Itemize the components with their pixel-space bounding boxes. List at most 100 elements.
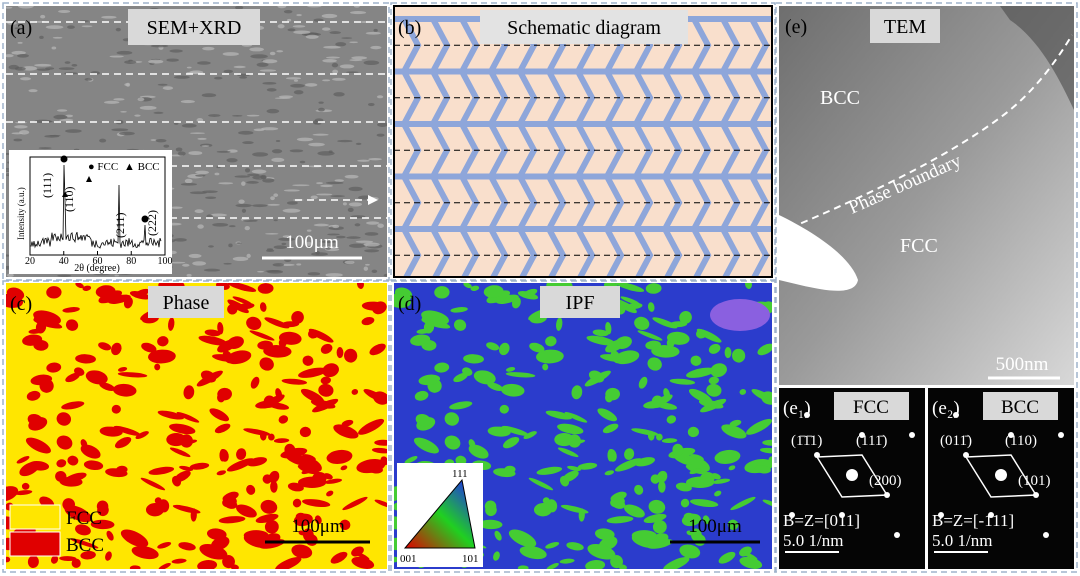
- texture: [322, 79, 331, 82]
- grain: [264, 520, 279, 534]
- texture: [246, 181, 259, 184]
- texture: [34, 63, 52, 67]
- texture: [202, 190, 218, 193]
- texture: [59, 118, 74, 122]
- chevron: [604, 70, 625, 126]
- texture: [120, 110, 127, 113]
- grain: [710, 299, 770, 331]
- grain: [369, 343, 386, 356]
- grain: [217, 387, 232, 401]
- grain: [243, 530, 269, 541]
- panel-title: BCC: [1001, 397, 1039, 418]
- panel-label: (b): [398, 17, 421, 39]
- diffraction-spot: [846, 469, 858, 481]
- peak-label: (111): [40, 173, 54, 198]
- texture: [328, 226, 344, 231]
- texture: [273, 193, 279, 197]
- grain: [19, 461, 40, 477]
- texture: [201, 93, 217, 98]
- texture: [296, 137, 314, 142]
- grain: [594, 528, 615, 540]
- texture: [290, 83, 305, 88]
- grain: [358, 418, 385, 435]
- grain: [113, 425, 141, 436]
- grain: [759, 447, 772, 454]
- texture: [260, 174, 267, 180]
- panel-title: Phase: [163, 292, 210, 314]
- chevrons: [394, 16, 772, 277]
- grain: [339, 519, 351, 531]
- texture: [19, 130, 30, 135]
- grain: [62, 498, 75, 511]
- texture: [234, 175, 250, 178]
- grain: [56, 435, 73, 450]
- diffraction-spot: [995, 469, 1007, 481]
- texture: [192, 261, 207, 266]
- texture: [6, 6, 13, 9]
- grain: [663, 388, 671, 400]
- grain: [189, 462, 210, 470]
- grain: [183, 385, 195, 400]
- diffraction-spot: [1008, 432, 1014, 438]
- grain: [227, 283, 257, 292]
- title-box: [870, 9, 940, 43]
- dashed-lines: [6, 21, 387, 219]
- grain: [80, 444, 101, 459]
- texture: [365, 31, 381, 35]
- grain: [708, 376, 719, 385]
- texture: [124, 60, 137, 64]
- texture: [339, 64, 355, 69]
- grain: [468, 444, 489, 459]
- texture: [335, 42, 347, 47]
- grain: [268, 433, 275, 441]
- grain: [634, 484, 644, 495]
- grain: [690, 355, 702, 366]
- texture: [336, 235, 346, 239]
- chevron: [546, 227, 567, 277]
- grain: [246, 457, 267, 467]
- grain: [444, 435, 461, 450]
- texture: [363, 242, 380, 247]
- spot-label: (1̄1̄1): [791, 433, 822, 449]
- texture: [318, 107, 325, 112]
- grain: [761, 391, 772, 405]
- grain: [739, 389, 747, 395]
- peak-marker: [86, 176, 92, 182]
- texture: [325, 247, 331, 250]
- band: [394, 121, 772, 127]
- key-label: 101: [462, 553, 479, 565]
- texture: [287, 18, 292, 22]
- grain: [278, 331, 302, 345]
- grain: [114, 436, 132, 449]
- grain: [453, 372, 468, 383]
- grain: [517, 565, 529, 569]
- grain: [25, 437, 51, 454]
- texture: [307, 6, 322, 8]
- grain: [602, 423, 619, 434]
- grain: [30, 374, 53, 386]
- grain: [666, 331, 690, 345]
- legend-swatch: [9, 531, 61, 557]
- texture: [377, 223, 384, 228]
- legend-text: FCC: [66, 508, 102, 529]
- grain: [559, 558, 575, 564]
- texture: [347, 207, 354, 213]
- texture: [257, 270, 264, 273]
- texture: [262, 59, 278, 64]
- grain: [300, 388, 325, 404]
- grain: [179, 465, 194, 471]
- texture: [58, 9, 71, 13]
- tem-image: [779, 6, 1074, 385]
- texture: [337, 139, 353, 143]
- texture: [277, 24, 285, 29]
- grain: [108, 294, 131, 304]
- peak-label: (110): [62, 186, 76, 212]
- grain: [559, 475, 570, 487]
- texture: [250, 54, 268, 59]
- grain: [123, 296, 133, 309]
- grain: [732, 348, 746, 363]
- grain: [566, 542, 584, 551]
- grain: [727, 519, 739, 531]
- diffraction-spot: [909, 432, 915, 438]
- texture: [169, 49, 183, 53]
